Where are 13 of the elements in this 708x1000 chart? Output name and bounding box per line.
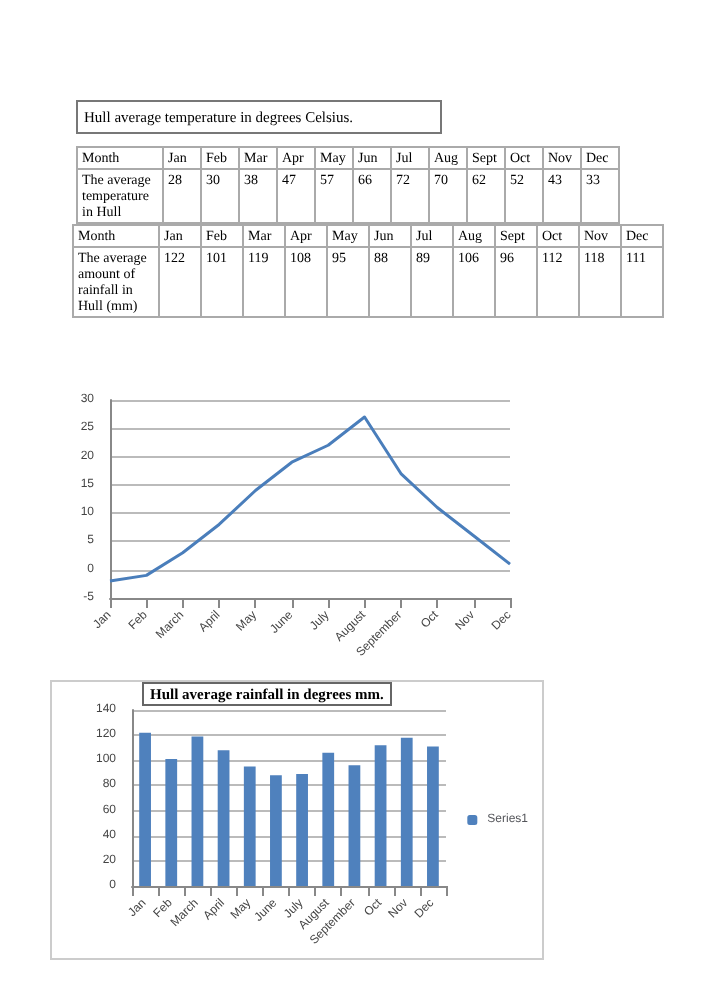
bar [400, 737, 413, 886]
bar [348, 765, 361, 886]
bar [217, 750, 230, 886]
bar [139, 732, 151, 886]
bar [322, 752, 335, 886]
bar [191, 736, 204, 886]
bar [243, 766, 256, 886]
line-series [108, 415, 512, 583]
bar [165, 759, 178, 886]
bar [270, 775, 282, 886]
bar [374, 745, 387, 886]
bar [296, 774, 308, 886]
bar [427, 746, 439, 886]
